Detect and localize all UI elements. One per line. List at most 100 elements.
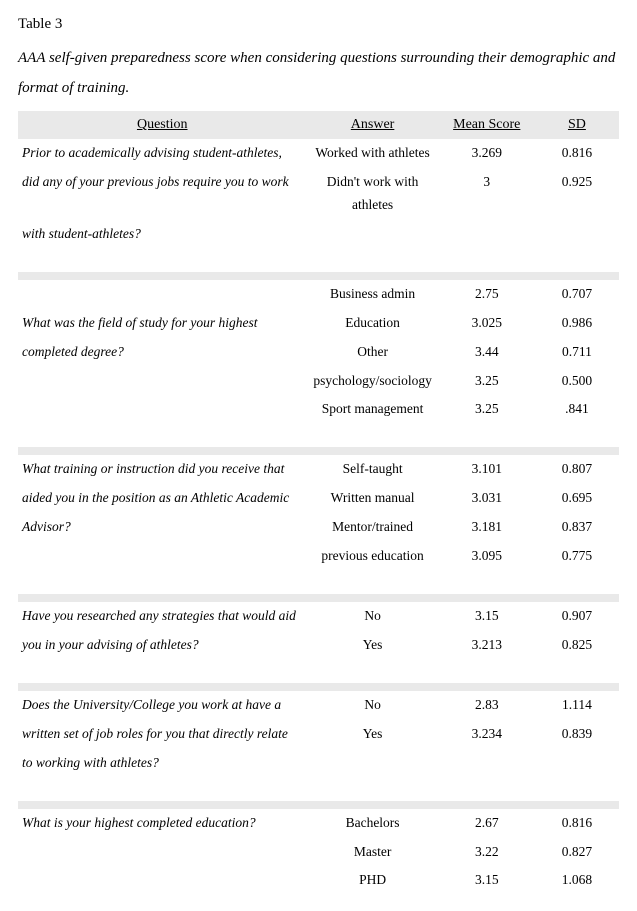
- answer-cell: psychology/sociology: [306, 367, 438, 396]
- sd-cell: 0.807: [535, 455, 619, 484]
- answer-cell: No: [306, 602, 438, 631]
- answer-cell: No: [306, 691, 438, 720]
- sd-cell: [535, 749, 619, 778]
- table-row: psychology/sociology3.250.500: [18, 367, 619, 396]
- answer-cell: Master: [306, 838, 438, 867]
- mean-cell: 3.269: [439, 139, 535, 168]
- sd-cell: 1.068: [535, 866, 619, 895]
- separator-row: [18, 801, 619, 809]
- table-row: What is your highest completed education…: [18, 809, 619, 838]
- sd-cell: 0.500: [535, 367, 619, 396]
- sd-cell: 0.816: [535, 809, 619, 838]
- sd-cell: 0.775: [535, 542, 619, 571]
- sd-cell: 0.825: [535, 631, 619, 660]
- sd-cell: .841: [535, 395, 619, 424]
- sd-cell: 0.711: [535, 338, 619, 367]
- table-row: Sport management3.25.841: [18, 395, 619, 424]
- sd-cell: 0.695: [535, 484, 619, 513]
- answer-cell: [306, 220, 438, 249]
- mean-cell: 3.095: [439, 542, 535, 571]
- table-row: Does the University/College you work at …: [18, 691, 619, 720]
- sd-cell: [535, 220, 619, 249]
- answer-cell: Didn't work with athletes: [306, 168, 438, 220]
- table-row: with student-athletes?: [18, 220, 619, 249]
- header-question: Question: [18, 111, 306, 139]
- sd-cell: 0.837: [535, 513, 619, 542]
- header-row: Question Answer Mean Score SD: [18, 111, 619, 139]
- table-row: What was the field of study for your hig…: [18, 309, 619, 338]
- spacer-row: [18, 571, 619, 594]
- spacer-row: [18, 424, 619, 447]
- separator-row: [18, 683, 619, 691]
- table-row: you in your advising of athletes?Yes3.21…: [18, 631, 619, 660]
- mean-cell: 3.213: [439, 631, 535, 660]
- answer-cell: PHD: [306, 866, 438, 895]
- question-cell: [18, 866, 306, 895]
- question-cell: Prior to academically advising student-a…: [18, 139, 306, 168]
- mean-cell: 3.101: [439, 455, 535, 484]
- mean-cell: 3.25: [439, 395, 535, 424]
- mean-cell: 3.031: [439, 484, 535, 513]
- spacer-row: [18, 778, 619, 801]
- sd-cell: 0.986: [535, 309, 619, 338]
- answer-cell: Bachelors: [306, 809, 438, 838]
- sd-cell: 0.907: [535, 602, 619, 631]
- table-row: completed degree?Other3.440.711: [18, 338, 619, 367]
- mean-cell: 3.234: [439, 720, 535, 749]
- sd-cell: 0.707: [535, 280, 619, 309]
- table-row: Prior to academically advising student-a…: [18, 139, 619, 168]
- table-row: written set of job roles for you that di…: [18, 720, 619, 749]
- answer-cell: Business admin: [306, 280, 438, 309]
- question-cell: What was the field of study for your hig…: [18, 309, 306, 338]
- answer-cell: Yes: [306, 720, 438, 749]
- table-body: Prior to academically advising student-a…: [18, 139, 619, 895]
- question-cell: written set of job roles for you that di…: [18, 720, 306, 749]
- question-cell: [18, 395, 306, 424]
- mean-cell: 3: [439, 168, 535, 220]
- answer-cell: Worked with athletes: [306, 139, 438, 168]
- table-row: aided you in the position as an Athletic…: [18, 484, 619, 513]
- mean-cell: 3.25: [439, 367, 535, 396]
- question-cell: you in your advising of athletes?: [18, 631, 306, 660]
- table-row: What training or instruction did you rec…: [18, 455, 619, 484]
- table-row: Business admin2.750.707: [18, 280, 619, 309]
- answer-cell: Other: [306, 338, 438, 367]
- question-cell: What training or instruction did you rec…: [18, 455, 306, 484]
- mean-cell: 3.44: [439, 338, 535, 367]
- table-row: previous education3.0950.775: [18, 542, 619, 571]
- answer-cell: Written manual: [306, 484, 438, 513]
- question-cell: [18, 280, 306, 309]
- sd-cell: 1.114: [535, 691, 619, 720]
- header-answer: Answer: [306, 111, 438, 139]
- table-row: to working with athletes?: [18, 749, 619, 778]
- sd-cell: 0.827: [535, 838, 619, 867]
- question-cell: completed degree?: [18, 338, 306, 367]
- mean-cell: 2.83: [439, 691, 535, 720]
- question-cell: Advisor?: [18, 513, 306, 542]
- mean-cell: 3.15: [439, 602, 535, 631]
- spacer-row: [18, 660, 619, 683]
- question-cell: did any of your previous jobs require yo…: [18, 168, 306, 220]
- table-caption: AAA self-given preparedness score when c…: [18, 43, 619, 103]
- answer-cell: Mentor/trained: [306, 513, 438, 542]
- sd-cell: 0.925: [535, 168, 619, 220]
- question-cell: [18, 838, 306, 867]
- question-cell: aided you in the position as an Athletic…: [18, 484, 306, 513]
- question-cell: with student-athletes?: [18, 220, 306, 249]
- table-row: Have you researched any strategies that …: [18, 602, 619, 631]
- spacer-row: [18, 249, 619, 272]
- answer-cell: [306, 749, 438, 778]
- separator-row: [18, 272, 619, 280]
- data-table: Question Answer Mean Score SD Prior to a…: [18, 111, 619, 895]
- mean-cell: [439, 220, 535, 249]
- header-sd: SD: [535, 111, 619, 139]
- mean-cell: 2.67: [439, 809, 535, 838]
- mean-cell: 3.15: [439, 866, 535, 895]
- answer-cell: Education: [306, 309, 438, 338]
- table-row: did any of your previous jobs require yo…: [18, 168, 619, 220]
- separator-row: [18, 447, 619, 455]
- header-mean: Mean Score: [439, 111, 535, 139]
- sd-cell: 0.816: [535, 139, 619, 168]
- question-cell: [18, 367, 306, 396]
- answer-cell: Sport management: [306, 395, 438, 424]
